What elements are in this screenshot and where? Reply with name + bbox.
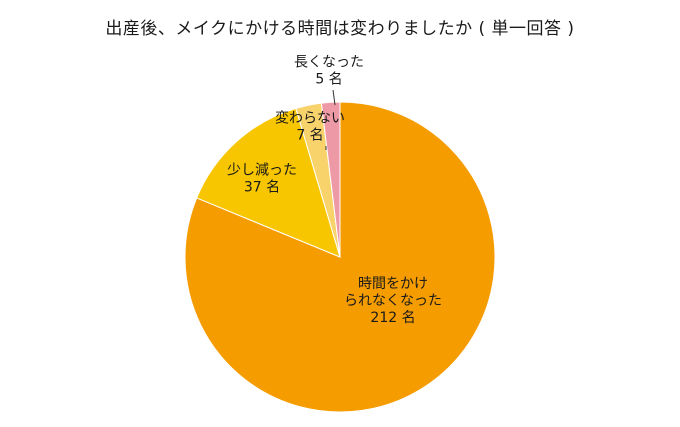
slice-label: られなくなった	[344, 293, 442, 309]
pie-slice	[196, 107, 341, 258]
leader-lines	[325, 89, 336, 150]
leader-line	[332, 89, 336, 106]
slice-label: 37 名	[244, 180, 280, 196]
chart-title: 出産後、メイクにかける時間は変わりましたか ( 単一回答 )	[105, 19, 575, 39]
pie-slice	[320, 101, 341, 258]
slice-label: 212 名	[370, 310, 415, 326]
slice-label: 長くなった	[294, 55, 364, 71]
slice-label: 5 名	[315, 72, 342, 88]
slice-label: 変わらない	[275, 110, 345, 127]
pie-slices	[184, 101, 496, 413]
slice-label: 少し減った	[227, 162, 297, 179]
slice-label: 7 名	[296, 128, 323, 144]
pie-slice	[184, 101, 496, 413]
slice-label: 時間をかけ	[358, 276, 428, 292]
